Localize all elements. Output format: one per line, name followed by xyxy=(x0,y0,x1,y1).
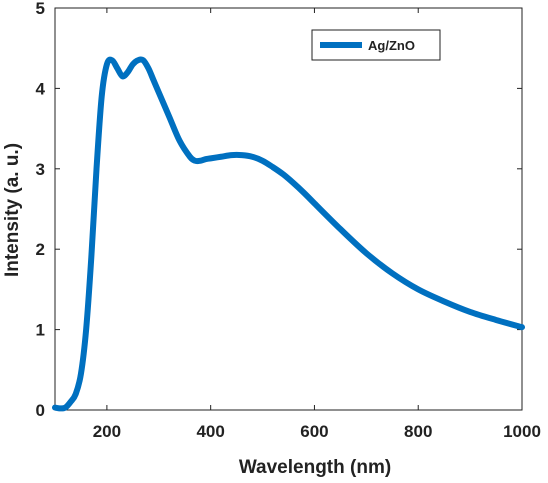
x-tick-label: 400 xyxy=(196,422,224,441)
x-axis-ticks: 200 400 600 800 1000 xyxy=(93,8,541,441)
x-tick-label: 200 xyxy=(93,422,121,441)
legend: Ag/ZnO xyxy=(311,29,441,61)
y-tick-label: 2 xyxy=(36,240,45,259)
y-axis-label: Intensity (a. u.) xyxy=(2,143,23,277)
y-tick-label: 5 xyxy=(36,0,45,18)
y-tick-label: 0 xyxy=(36,401,45,420)
series-line-ag-zno xyxy=(52,56,525,412)
plot-area-frame xyxy=(54,7,523,411)
legend-label-ag-zno: Ag/ZnO xyxy=(368,38,415,53)
x-tick-label: 1000 xyxy=(503,422,541,441)
y-tick-label: 4 xyxy=(36,79,46,98)
x-tick-label: 800 xyxy=(404,422,432,441)
x-tick-label: 600 xyxy=(300,422,328,441)
x-axis-label: Wavelength (nm) xyxy=(239,457,391,478)
y-tick-label: 1 xyxy=(36,321,45,340)
y-tick-label: 3 xyxy=(36,160,45,179)
